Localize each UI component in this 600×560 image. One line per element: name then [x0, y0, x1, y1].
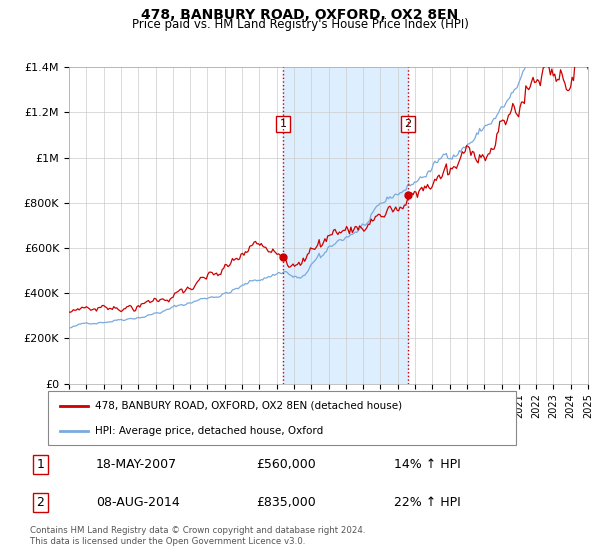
Text: 1: 1 — [37, 458, 44, 471]
Text: Price paid vs. HM Land Registry's House Price Index (HPI): Price paid vs. HM Land Registry's House … — [131, 18, 469, 31]
Text: 08-AUG-2014: 08-AUG-2014 — [96, 496, 179, 509]
Text: £560,000: £560,000 — [256, 458, 316, 471]
Text: 14% ↑ HPI: 14% ↑ HPI — [394, 458, 461, 471]
Text: 2: 2 — [37, 496, 44, 509]
FancyBboxPatch shape — [48, 391, 516, 445]
Text: Contains HM Land Registry data © Crown copyright and database right 2024.
This d: Contains HM Land Registry data © Crown c… — [30, 526, 365, 546]
Text: 1: 1 — [280, 119, 287, 129]
Text: 478, BANBURY ROAD, OXFORD, OX2 8EN (detached house): 478, BANBURY ROAD, OXFORD, OX2 8EN (deta… — [95, 401, 402, 411]
Text: £835,000: £835,000 — [256, 496, 316, 509]
Text: HPI: Average price, detached house, Oxford: HPI: Average price, detached house, Oxfo… — [95, 426, 323, 436]
Text: 478, BANBURY ROAD, OXFORD, OX2 8EN: 478, BANBURY ROAD, OXFORD, OX2 8EN — [142, 8, 458, 22]
Text: 22% ↑ HPI: 22% ↑ HPI — [394, 496, 461, 509]
Text: 2: 2 — [404, 119, 412, 129]
Text: 18-MAY-2007: 18-MAY-2007 — [96, 458, 177, 471]
Bar — [283, 67, 408, 384]
